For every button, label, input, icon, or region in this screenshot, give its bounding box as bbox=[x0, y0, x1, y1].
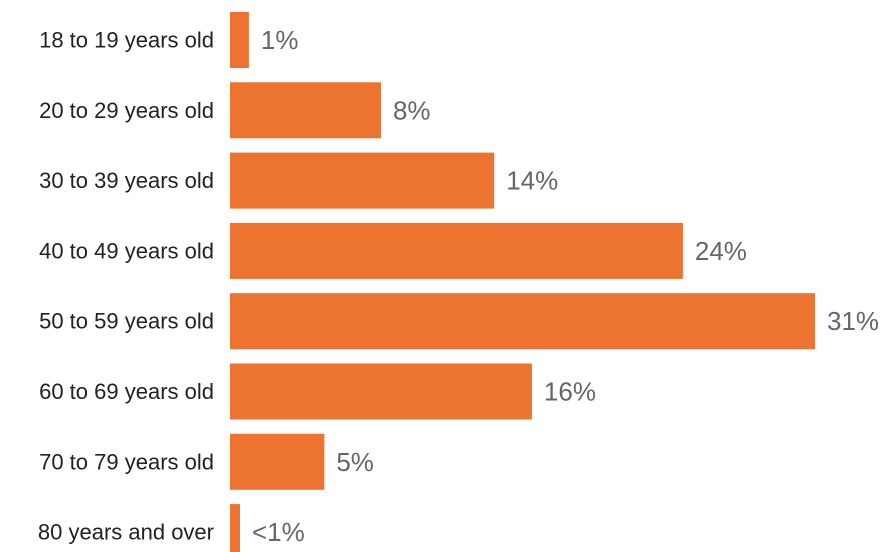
bar bbox=[230, 433, 325, 490]
bar bbox=[230, 82, 381, 139]
category-label: 70 to 79 years old bbox=[39, 449, 214, 474]
category-label: 80 years and over bbox=[38, 520, 214, 545]
category-label: 60 to 69 years old bbox=[39, 379, 214, 404]
bar bbox=[230, 363, 532, 420]
bar-row: 60 to 69 years old 16% bbox=[39, 363, 596, 420]
category-label: 18 to 19 years old bbox=[39, 28, 214, 53]
bar bbox=[230, 222, 683, 279]
bar bbox=[230, 293, 815, 350]
bar bbox=[230, 12, 249, 68]
value-label: 1% bbox=[261, 25, 299, 55]
category-label: 40 to 49 years old bbox=[39, 238, 214, 263]
value-label: 14% bbox=[506, 166, 558, 196]
value-label: 5% bbox=[336, 447, 374, 477]
bar bbox=[230, 152, 495, 209]
bar bbox=[230, 504, 240, 552]
value-label: 8% bbox=[393, 95, 431, 125]
category-label: 30 to 39 years old bbox=[39, 168, 214, 193]
value-label: 24% bbox=[695, 236, 747, 266]
bar-row: 70 to 79 years old 5% bbox=[39, 433, 374, 490]
category-label: 50 to 59 years old bbox=[39, 309, 214, 334]
value-label: 16% bbox=[544, 377, 596, 407]
bar-row: 80 years and over <1% bbox=[38, 504, 305, 552]
bar-row: 30 to 39 years old 14% bbox=[39, 152, 558, 209]
bar-row: 40 to 49 years old 24% bbox=[39, 222, 747, 279]
bar-row: 18 to 19 years old 1% bbox=[39, 12, 298, 68]
bar-row: 20 to 29 years old 8% bbox=[39, 82, 431, 139]
value-label: 31% bbox=[827, 306, 879, 336]
category-label: 20 to 29 years old bbox=[39, 98, 214, 123]
value-label: <1% bbox=[252, 517, 305, 547]
bar-row: 50 to 59 years old 31% bbox=[39, 293, 879, 350]
